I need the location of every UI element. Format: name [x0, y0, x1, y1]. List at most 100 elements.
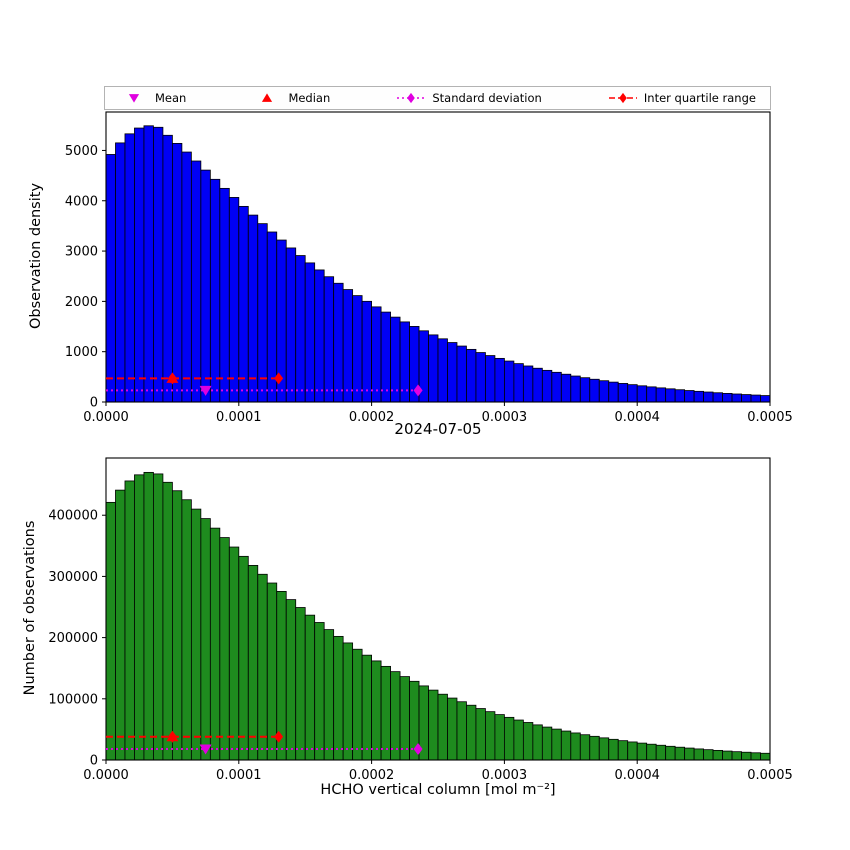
- histogram-bar: [361, 654, 373, 761]
- histogram-bar: [447, 342, 458, 403]
- x-tick-label: 0.0002: [349, 410, 395, 425]
- diamond-marker: [407, 92, 416, 104]
- histogram-bar: [693, 748, 704, 761]
- histogram-bar: [646, 743, 657, 761]
- histogram-bottom: 0.0000 0.0001 0.0002 0.0003 0.0004 0.0005 0 100…: [48, 457, 793, 783]
- y-tick-label: 3000: [65, 245, 98, 260]
- histogram-bar: [437, 693, 448, 761]
- histogram-bar: [693, 390, 704, 403]
- histogram-bar: [314, 269, 325, 403]
- histogram-bar: [560, 373, 572, 403]
- histogram-bar: [209, 527, 221, 761]
- y-axis-label-top: Observation density: [28, 182, 44, 330]
- histogram-bar: [598, 737, 610, 761]
- histogram-bar: [494, 357, 505, 403]
- histogram-bar: [712, 392, 723, 403]
- histogram-bar: [134, 474, 145, 761]
- histogram-bar: [456, 345, 467, 403]
- axes-spines: [105, 457, 771, 761]
- histogram-bar: [665, 388, 676, 403]
- diamond-marker: [413, 384, 423, 397]
- x-tick-label: 0.0000: [83, 410, 129, 425]
- histogram-bar: [333, 635, 344, 761]
- histogram-bar: [153, 473, 164, 761]
- histogram-bar: [475, 708, 486, 761]
- histogram-bar: [219, 537, 230, 761]
- x-tick-label: 0.0003: [482, 410, 528, 425]
- histogram-bar: [200, 518, 211, 761]
- histogram-top: 0.0000 0.0001 0.0002 0.0003 0.0004 0.0005 0 100…: [65, 111, 793, 425]
- legend-item-mean: Mean: [119, 91, 186, 105]
- histogram-bar: [589, 735, 600, 761]
- histogram-bar: [105, 154, 116, 403]
- histogram-bar: [579, 734, 591, 761]
- histogram-bar: [285, 599, 297, 761]
- histogram-bar: [342, 289, 354, 403]
- y-tick-label: 4000: [65, 194, 98, 209]
- histogram-bar: [636, 385, 648, 403]
- plot-title: 2024-07-05: [394, 420, 482, 438]
- histogram-bar: [399, 676, 410, 761]
- triangle-up-marker: [166, 731, 179, 742]
- histogram-bar: [371, 306, 382, 403]
- legend-item-inter-quartile-range: Inter quartile range: [608, 91, 756, 105]
- triangle-up-marker: [166, 372, 179, 383]
- diamond-marker: [274, 730, 284, 743]
- y-tick-label: 5000: [65, 144, 98, 159]
- triangle-down-marker: [199, 385, 212, 396]
- x-axis-label: HCHO vertical column [mol m⁻²]: [320, 782, 556, 798]
- histogram-bar: [143, 125, 154, 403]
- histogram-bar: [646, 386, 657, 403]
- histogram-bar: [266, 231, 278, 403]
- histogram-bar: [162, 481, 173, 761]
- histogram-bar: [162, 134, 173, 403]
- histogram-bar: [380, 311, 391, 403]
- y-tick-label: 0: [90, 396, 98, 411]
- histogram-bar: [513, 363, 524, 403]
- histogram-bar: [390, 316, 401, 403]
- histogram-bar: [342, 642, 354, 761]
- histogram-bar: [551, 728, 562, 761]
- y-tick-label: 1000: [65, 345, 98, 360]
- legend: Mean Median Standard deviation Inter quarti…: [104, 86, 771, 110]
- histogram-bar: [712, 749, 723, 761]
- histogram-bar: [760, 395, 771, 403]
- histogram-bar: [105, 501, 116, 761]
- histogram-bar: [171, 142, 183, 403]
- histogram-bar: [323, 276, 335, 403]
- y-tick-label: 0: [90, 754, 98, 769]
- legend-item-standard-deviation: Standard deviation: [396, 91, 542, 105]
- histogram-bar: [314, 622, 325, 761]
- triangle-up-icon: [262, 93, 273, 102]
- histogram-bar: [153, 126, 164, 403]
- legend-label: Median: [288, 91, 331, 105]
- triangle-down-marker: [199, 744, 212, 755]
- histogram-bar: [598, 380, 610, 403]
- histogram-bar: [494, 714, 505, 761]
- histogram-bar: [247, 214, 259, 403]
- histogram-bar: [171, 490, 183, 761]
- histogram-bar: [266, 582, 278, 761]
- histogram-bar: [541, 369, 553, 403]
- histogram-bar: [456, 701, 467, 761]
- histogram-bar: [731, 751, 742, 761]
- x-tick-label: 0.0003: [482, 768, 528, 783]
- histogram-bar: [143, 471, 154, 761]
- histogram-bar: [655, 387, 667, 403]
- histogram-bar: [541, 726, 553, 761]
- histogram-bar: [190, 508, 202, 761]
- histogram-bar: [352, 295, 363, 403]
- histogram-bar: [513, 719, 524, 761]
- y-tick-label: 100000: [48, 692, 98, 707]
- x-tick-label: 0.0005: [747, 410, 793, 425]
- triangle-down-icon: [128, 94, 140, 103]
- histogram-bar: [200, 169, 211, 403]
- y-tick-label: 200000: [48, 631, 98, 646]
- histogram-bar: [741, 394, 752, 403]
- histogram-bar: [304, 262, 316, 403]
- histogram-bar: [551, 371, 562, 403]
- histogram-bar: [333, 282, 344, 403]
- histogram-bar: [570, 732, 581, 761]
- x-tick-label: 0.0001: [216, 410, 262, 425]
- triangle-down-marker: [128, 94, 140, 103]
